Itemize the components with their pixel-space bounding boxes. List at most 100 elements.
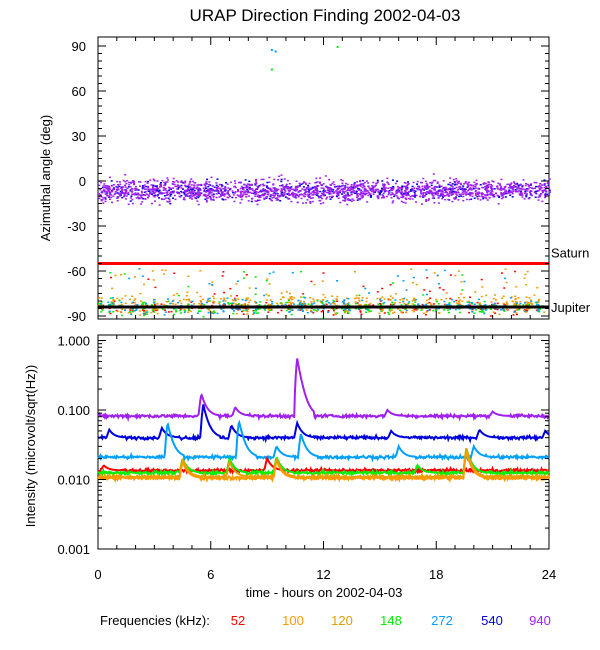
azimuth-point	[290, 313, 293, 316]
azimuth-point	[109, 191, 111, 193]
azimuth-point	[324, 190, 327, 192]
azimuth-point	[412, 181, 415, 184]
azimuth-point	[502, 193, 505, 196]
azimuth-point	[491, 194, 494, 196]
azimuth-point	[359, 189, 362, 192]
azimuth-point	[150, 304, 153, 306]
azimuth-point	[486, 194, 489, 197]
azimuth-point	[224, 198, 227, 201]
azimuth-point	[367, 308, 370, 311]
azimuth-point	[291, 188, 294, 191]
azimuth-point	[285, 187, 287, 189]
azimuth-point	[526, 308, 529, 310]
azimuth-point	[124, 302, 127, 304]
azimuth-point	[139, 314, 142, 316]
azimuth-point	[411, 187, 414, 190]
azimuth-point	[120, 274, 123, 276]
azimuth-point	[405, 198, 408, 201]
azimuth-point	[190, 194, 193, 197]
azimuth-point	[240, 185, 243, 188]
azimuth-point	[266, 190, 269, 192]
azimuth-point	[104, 196, 107, 199]
azimuth-point	[266, 191, 268, 193]
azimuth-point	[152, 195, 155, 197]
azimuth-point	[143, 184, 146, 186]
azimuth-point	[434, 192, 436, 195]
azimuth-point	[194, 182, 197, 184]
azimuth-point	[196, 184, 199, 186]
azimuth-point	[517, 309, 519, 311]
azimuth-point	[525, 296, 528, 298]
azimuth-point	[471, 188, 473, 191]
azimuth-point	[243, 187, 246, 189]
azimuth-point	[417, 185, 419, 187]
azimuth-point	[242, 193, 245, 195]
azimuth-point	[223, 298, 226, 301]
azimuth-point	[274, 190, 277, 192]
azimuth-point	[494, 192, 497, 194]
azimuth-point	[414, 193, 416, 195]
azimuth-point	[389, 310, 392, 312]
azimuth-point	[146, 182, 149, 184]
azimuth-point	[392, 282, 394, 284]
azimuth-point	[336, 188, 339, 191]
azimuth-point	[285, 309, 288, 312]
azimuth-point	[128, 311, 131, 313]
azimuth-point	[437, 307, 440, 310]
azimuth-point	[332, 188, 335, 191]
azimuth-point	[211, 194, 214, 196]
azimuth-point	[222, 304, 225, 306]
azimuth-point	[444, 189, 447, 191]
azimuth-point	[263, 197, 266, 199]
azimuth-point	[171, 183, 174, 185]
azimuth-point	[294, 194, 297, 197]
azimuth-point	[491, 191, 494, 193]
azimuth-point	[430, 190, 433, 193]
azimuth-point	[349, 199, 352, 201]
azimuth-point	[282, 304, 285, 307]
x-tick-label: 6	[207, 567, 214, 582]
azimuth-point	[483, 300, 486, 303]
azimuth-point	[194, 197, 197, 199]
azimuth-point	[461, 188, 464, 190]
azimuth-point	[336, 194, 338, 197]
azimuth-point	[255, 200, 258, 202]
azimuth-point	[444, 198, 447, 201]
azimuth-point	[317, 309, 320, 311]
azimuth-point	[180, 307, 183, 310]
legend-item-120: 120	[331, 613, 353, 628]
azimuth-point	[350, 193, 353, 196]
azimuth-point	[478, 308, 481, 310]
azimuth-point	[139, 185, 141, 187]
azimuth-point	[468, 308, 471, 310]
azimuth-point	[156, 312, 159, 315]
azimuth-point	[308, 193, 311, 196]
azimuth-point	[425, 185, 428, 188]
y-tick-label: -90	[67, 309, 86, 324]
azimuth-point	[438, 190, 441, 192]
azimuth-point	[109, 297, 112, 299]
azimuth-point	[124, 180, 127, 183]
azimuth-point	[432, 179, 435, 182]
azimuth-point	[432, 195, 435, 197]
azimuth-point	[266, 181, 269, 184]
azimuth-point	[313, 300, 316, 302]
azimuth-point	[446, 194, 449, 196]
azimuth-point	[283, 194, 286, 196]
azimuth-point	[265, 293, 268, 296]
azimuth-point	[127, 191, 130, 194]
azimuth-point	[443, 269, 446, 272]
azimuth-point	[414, 298, 417, 301]
azimuth-point	[471, 311, 474, 313]
azimuth-point	[161, 198, 164, 201]
azimuth-point	[176, 185, 179, 188]
azimuth-point	[434, 179, 437, 182]
azimuth-point	[492, 297, 495, 300]
azimuth-point	[468, 191, 471, 194]
azimuth-point	[242, 310, 245, 312]
azimuth-point	[348, 189, 351, 191]
azimuth-point	[366, 192, 369, 195]
azimuth-point	[513, 310, 516, 312]
azimuth-point	[105, 194, 108, 196]
azimuth-point	[288, 308, 291, 311]
